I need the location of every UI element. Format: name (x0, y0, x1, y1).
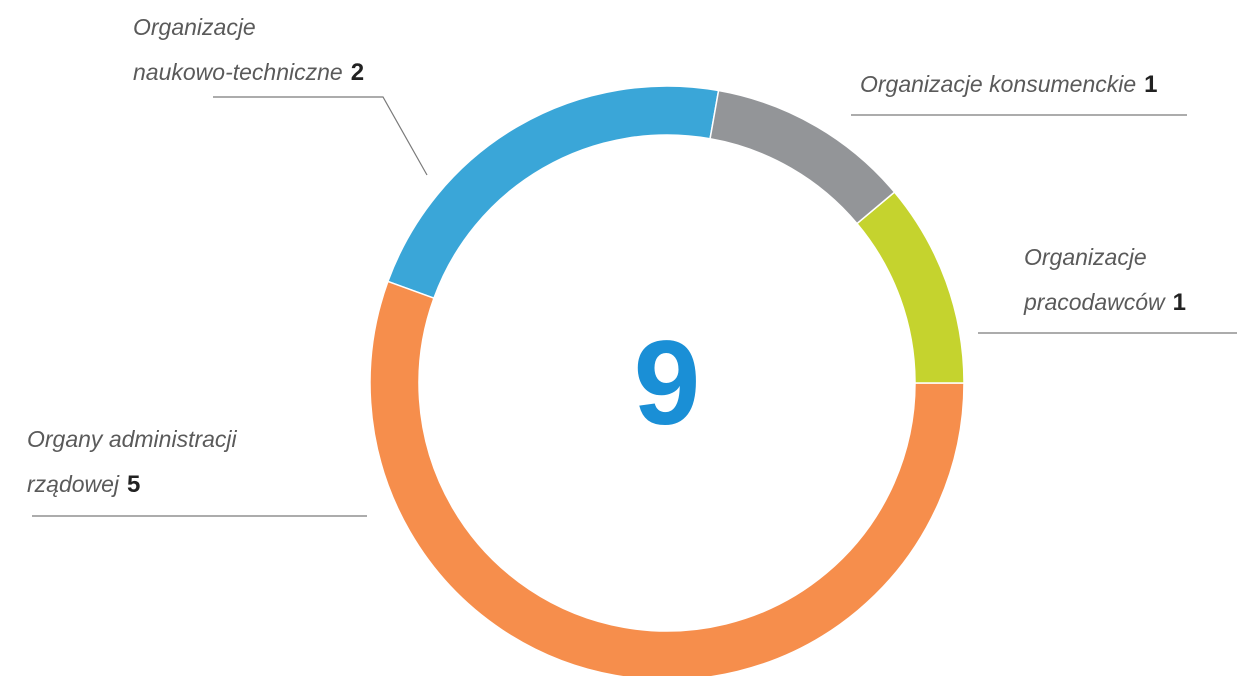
segment-label: Organy administracji rządowej 5 (27, 417, 237, 507)
category-name: Organizacje naukowo-techniczne (133, 14, 343, 85)
category-name: Organy administracji rządowej (27, 426, 237, 497)
segment-label: Organizacje naukowo-techniczne 2 (133, 5, 364, 95)
segment-label: Organizacje pracodawców 1 (1024, 235, 1186, 325)
center-total: 9 (633, 316, 701, 450)
donut-segment (386, 85, 720, 300)
leader-line (213, 96, 428, 176)
value-label: 1 (1144, 71, 1158, 98)
value-label: 5 (127, 471, 141, 498)
category-name: Organizacje pracodawców (1024, 244, 1165, 315)
donut-segment (855, 191, 965, 384)
donut-segment (709, 89, 896, 225)
value-label: 2 (350, 59, 365, 86)
category-name: Organizacje konsumenckie (860, 71, 1137, 97)
value-label: 1 (1172, 289, 1186, 316)
donut-segment (369, 280, 965, 676)
segment-label: Organizacje konsumenckie 1 (860, 62, 1158, 107)
